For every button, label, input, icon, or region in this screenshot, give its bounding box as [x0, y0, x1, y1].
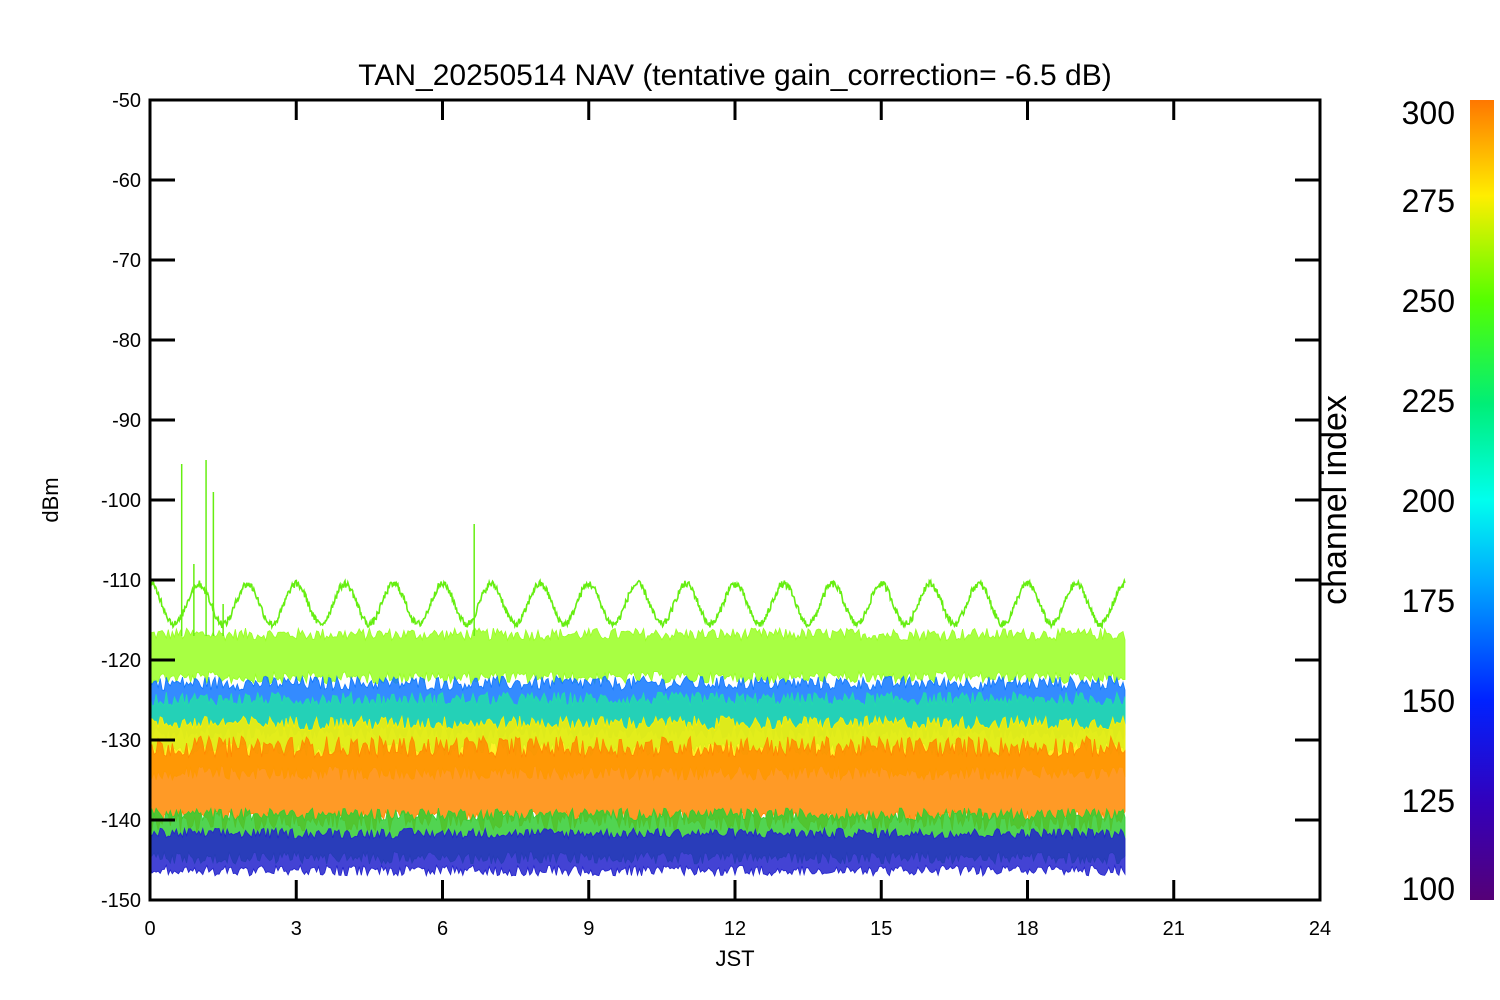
series-band-255 — [149, 626, 1126, 686]
y-tick-label: -60 — [112, 170, 141, 192]
y-tick-label: -80 — [112, 330, 141, 352]
x-tick-label: 0 — [144, 918, 155, 940]
colorbar-tick-label: 175 — [1402, 583, 1455, 619]
y-tick-label: -130 — [101, 730, 141, 752]
axes-layer: 0 3 6 9 12 15 18 21 24 -50 -60 -70 -80 -90 -100 -110 -12… — [101, 90, 1331, 940]
series-line-240 — [149, 577, 1126, 631]
series-band-140 — [149, 826, 1126, 877]
x-tick-label: 21 — [1163, 918, 1185, 940]
colorbar-ticks: 300 275 250 225 200 175 150 125 100 — [1402, 95, 1455, 907]
colorbar — [1470, 100, 1494, 900]
y-tick-label: -110 — [102, 570, 141, 592]
x-tick-label: 18 — [1016, 918, 1038, 940]
y-tick-label: -140 — [101, 810, 141, 832]
y-tick-label: -70 — [112, 250, 141, 272]
y-tick-label: -100 — [101, 490, 141, 512]
colorbar-tick-label: 225 — [1402, 383, 1455, 419]
colorbar-tick-label: 150 — [1402, 683, 1455, 719]
x-tick-label: 9 — [583, 918, 594, 940]
y-tick-label: -50 — [112, 90, 141, 112]
y-axis-label: dBm — [38, 477, 63, 522]
x-tick-label: 6 — [437, 918, 448, 940]
x-tick-label: 15 — [870, 918, 892, 940]
colorbar-tick-label: 300 — [1402, 95, 1455, 131]
colorbar-tick-label: 100 — [1402, 871, 1455, 907]
colorbar-tick-label: 125 — [1402, 783, 1455, 819]
y-tick-label: -150 — [101, 890, 141, 912]
colorbar-tick-label: 250 — [1402, 283, 1455, 319]
y-tick-label: -90 — [112, 410, 141, 432]
x-tick-label: 24 — [1309, 918, 1331, 940]
chart-title: TAN_20250514 NAV (tentative gain_correct… — [358, 59, 1112, 92]
y-tick-label: -120 — [101, 650, 141, 672]
colorbar-tick-label: 200 — [1402, 483, 1455, 519]
x-axis-label: JST — [715, 946, 754, 971]
colorbar-label: channel index — [1316, 395, 1354, 605]
x-tick-label: 12 — [724, 918, 746, 940]
data-layer — [149, 460, 1126, 877]
x-tick-label: 3 — [291, 918, 302, 940]
colorbar-tick-label: 275 — [1402, 183, 1455, 219]
